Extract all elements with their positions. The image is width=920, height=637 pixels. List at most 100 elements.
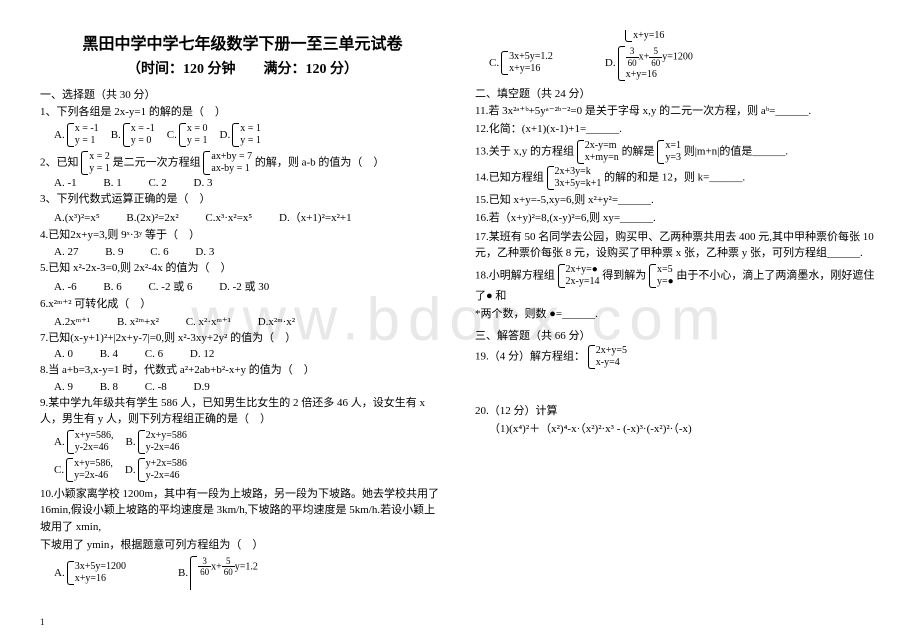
page-number: 1 [40,617,45,627]
q1-d-label: D. [220,129,231,141]
q8-text: 8.当 a+b=3,x-y=1 时，代数式 a²+2ab+b²-x+y 的值为（… [40,362,445,379]
q14-pre: 14.已知方程组 [475,171,544,183]
q7-c: C. 6 [145,348,163,360]
q15-text: 15.已知 x+y=-5,xy=6,则 x²+y²=______. [475,192,880,209]
q8-d: D.9 [194,381,210,393]
q10-a-label: A. [54,567,65,579]
q8-a: A. 9 [54,381,73,393]
q1-options: A.x = -1y = 1 B.x = -1y = 0 C.x = 0y = 1… [54,123,445,147]
q17-text: 17.某班有 50 名同学去公园，购买甲、乙两种票共用去 400 元,其中甲种票… [475,229,880,262]
q14-eq2: 3x+5y=k+1 [555,178,602,190]
q1-c-eq2: y = 1 [187,135,208,147]
q5-a: A. -6 [54,281,77,293]
q2: 2、已知 x = 2y = 1 是二元一次方程组 ax+by = 7ax-by … [40,151,445,175]
q2-pre: 2、已知 [40,156,79,168]
q14: 14.已知方程组 2x+3y=k3x+5y=k+1 的解的和是 12，则 k=_… [475,166,880,190]
q5-b: B. 6 [103,281,121,293]
q7-a: A. 0 [54,348,73,360]
q2-sol2: y = 1 [89,163,110,175]
q7-options: A. 0 B. 4 C. 6 D. 12 [54,348,445,360]
q3-c: C.x³·x²=x⁵ [205,212,252,224]
q11-text: 11.若 3x²ᵃ⁺ᵇ+5yᵃ⁻²ᵇ⁻²=0 是关于字母 x,y 的二元一次方程… [475,103,880,120]
q18-s1: x=5 [657,264,674,276]
q7-d: D. 12 [190,348,214,360]
q13-eq1: 2x-y=m [585,140,619,152]
q1-b-label: B. [111,129,121,141]
section-3-heading: 三、解答题（共 66 分） [475,327,880,343]
q6-options: A.2xᵐ⁺¹ B. x²ᵐ+x² C. x²·xᵐ⁺¹ D.x²ᵐ·x² [54,315,445,328]
q5-options: A. -6 B. 6 C. -2 或 6 D. -2 或 30 [54,278,445,294]
q6-a: A.2xᵐ⁺¹ [54,316,90,328]
q12-text: 12.化简：(x+1)(x-1)+1=______. [475,121,880,138]
q4-a: A. 27 [54,246,78,258]
q10-c-label: C. [489,57,499,69]
q2-b: B. 1 [103,177,121,189]
q5-text: 5.已知 x²-2x-3=0,则 2x²-4x 的值为（ ） [40,260,445,277]
q9-c-eq1: x+y=586, [74,458,113,470]
q18-eq2: 2x-y=14 [566,276,600,288]
q19-pre: 19.（4 分）解方程组： [475,350,585,362]
q1-c-label: C. [167,129,177,141]
q9-b-eq2: y-2x=46 [146,442,187,454]
q4-c: C. 6 [150,246,168,258]
q1-d-eq2: y = 1 [240,135,261,147]
q6-b: B. x²ᵐ+x² [117,316,159,328]
q2-c: C. 2 [148,177,166,189]
q9-a-eq2: y-2x=46 [75,442,114,454]
q10-c-eq2: x+y=16 [509,63,553,75]
q6-text: 6.x²ᵐ⁺² 可转化成（ ） [40,296,445,313]
section-2-heading: 二、填空题（共 24 分） [475,85,880,101]
q8-options: A. 9 B. 8 C. -8 D.9 [54,381,445,393]
q2-options: A. -1 B. 1 C. 2 D. 3 [54,177,445,189]
q9-options-2: C.x+y=586,y=2x-46 D.y+2x=586y-2x=46 [54,458,445,482]
q10-b-eq2: x+y=16 [633,30,693,42]
q10-a-eq2: x+y=16 [75,573,126,585]
q18: 18.小明解方程组 2x+y=●2x-y=14 得到解为 x=5y=● 由于不小… [475,264,880,305]
q9-d-label: D. [125,464,136,476]
q2-mid: 是二元一次方程组 [113,156,201,168]
q2-sol1: x = 2 [89,151,110,163]
q18-mid: 得到解为 [602,269,646,281]
q18-eq1: 2x+y=● [566,264,600,276]
q20a-text: （1)(x⁴)²＋（x²)⁴-x·（x²)²·x³ - (-x)³·(-x²)²… [489,421,880,438]
q13-s1: x=1 [665,140,681,152]
q10-cont: 下坡用了 ymin，根据题意可列方程组为（ ） [40,537,445,554]
q13-end: 则|m+n|的值是______. [684,145,788,157]
q4-b: B. 9 [105,246,123,258]
q9-text: 9.某中学九年级共有学生 586 人，已知男生比女生的 2 倍还多 46 人，设… [40,395,445,428]
q2-a: A. -1 [54,177,77,189]
q14-end: 的解的和是 12，则 k=______. [604,171,745,183]
q20-text: 20.（12 分）计算 [475,403,880,420]
q1-c-eq1: x = 0 [187,123,208,135]
q19-eq1: 2x+y=5 [596,345,627,357]
q3-d: D.（x+1)²=x²+1 [279,212,352,224]
q13-pre: 13.关于 x,y 的方程组 [475,145,574,157]
section-1-heading: 一、选择题（共 30 分） [40,86,445,102]
q5-d: D. -2 或 30 [219,281,269,293]
q18-pre: 18.小明解方程组 [475,269,555,281]
q3-b: B.(2x)²=2x² [126,212,178,224]
q2-end: 的解，则 a-b 的值为（ ） [255,156,385,168]
q6-c: C. x²·xᵐ⁺¹ [186,316,231,328]
q10-d-label: D. [605,57,616,69]
q3-a: A.(x³)²=x⁵ [54,212,100,224]
q7-text: 7.已知(x-y+1)²+|2x+y-7|=0,则 x²-3xy+2y² 的值为… [40,330,445,347]
content-area: 黑田中学中学七年级数学下册一至三单元试卷 （时间：120 分钟 满分：120 分… [40,30,880,590]
q1-a-label: A. [54,129,65,141]
q8-c: C. -8 [145,381,167,393]
q19: 19.（4 分）解方程组： 2x+y=5x-y=4 [475,345,880,369]
q10-b-label: B. [178,567,188,579]
q9-d-eq1: y+2x=586 [146,458,187,470]
q9-d-eq2: y-2x=46 [146,470,187,482]
q4-d: D. 3 [195,246,214,258]
q10-d-eq2: x+y=16 [626,69,693,81]
q5-c: C. -2 或 6 [148,281,192,293]
q10-a-eq1: 3x+5y=1200 [75,561,126,573]
q2-eq1: ax+by = 7 [211,151,252,163]
q10-options-2: C.3x+5y=1.2x+y=16 D.360x+560y=1200x+y=16 [489,46,880,81]
q9-c-eq2: y=2x-46 [74,470,113,482]
q10-text: 10.小颖家离学校 1200m，其中有一段为上坡路，另一段为下坡路。她去学校共用… [40,486,445,536]
q8-b: B. 8 [100,381,118,393]
q10-c-eq1: 3x+5y=1.2 [509,51,553,63]
q18-end2: *两个数，则数 ●=______. [475,306,880,323]
